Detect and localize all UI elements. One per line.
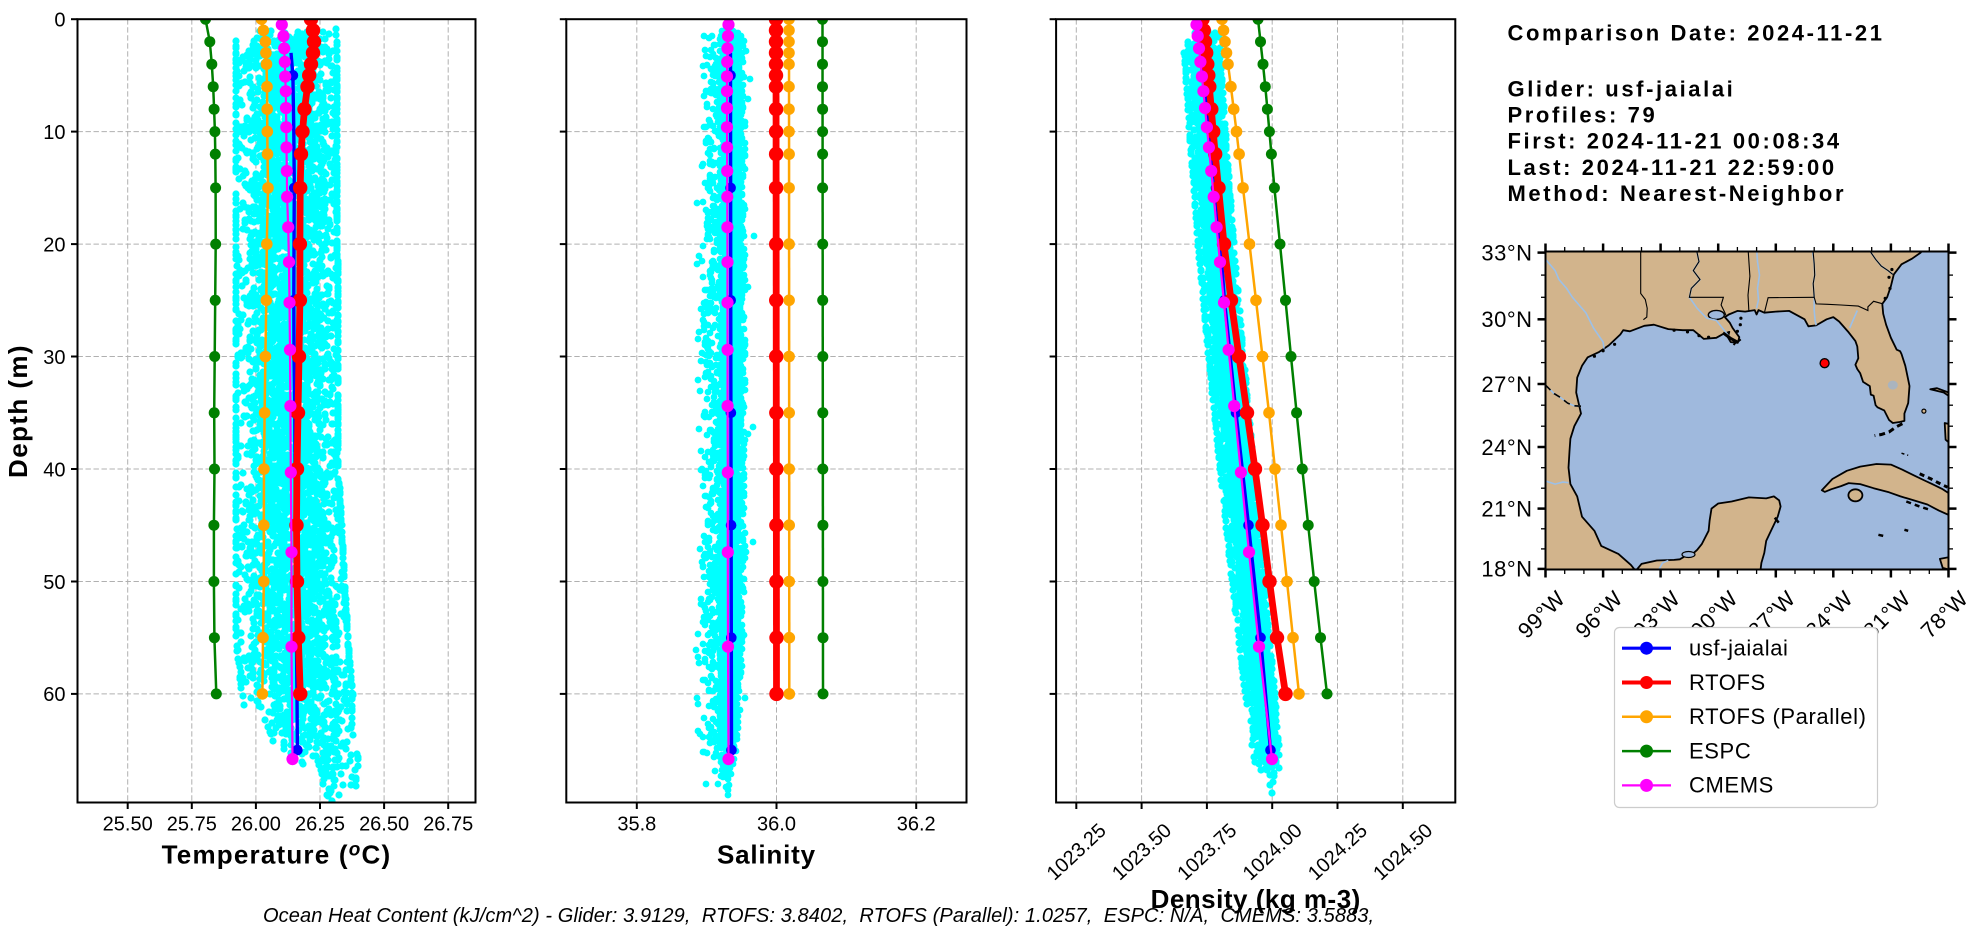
- svg-text:30°N: 30°N: [1481, 307, 1532, 332]
- svg-text:50: 50: [43, 572, 65, 594]
- svg-text:Last: 2024-11-21 22:59:00: Last: 2024-11-21 22:59:00: [1508, 155, 1837, 180]
- svg-text:25.50: 25.50: [103, 814, 153, 836]
- svg-text:26.25: 26.25: [295, 814, 345, 836]
- svg-text:Salinity: Salinity: [717, 840, 816, 870]
- svg-text:30: 30: [43, 347, 65, 369]
- svg-text:CMEMS: CMEMS: [1689, 773, 1774, 798]
- svg-text:Depth (m): Depth (m): [3, 344, 33, 478]
- svg-text:27°N: 27°N: [1481, 372, 1532, 397]
- svg-text:Ocean Heat Content (kJ/cm^2) -: Ocean Heat Content (kJ/cm^2) - Glider: 3…: [263, 905, 1374, 927]
- svg-text:18°N: 18°N: [1481, 557, 1532, 582]
- svg-text:Method: Nearest-Neighbor: Method: Nearest-Neighbor: [1508, 181, 1847, 206]
- svg-text:ESPC: ESPC: [1689, 738, 1751, 763]
- svg-text:33°N: 33°N: [1481, 240, 1532, 265]
- svg-text:36.2: 36.2: [897, 814, 936, 836]
- svg-text:26.00: 26.00: [231, 814, 281, 836]
- svg-text:26.75: 26.75: [423, 814, 473, 836]
- svg-text:RTOFS: RTOFS: [1689, 670, 1766, 695]
- svg-text:25.75: 25.75: [167, 814, 217, 836]
- svg-text:26.50: 26.50: [359, 814, 409, 836]
- svg-text:RTOFS (Parallel): RTOFS (Parallel): [1689, 704, 1867, 729]
- svg-text:10: 10: [43, 122, 65, 144]
- svg-text:21°N: 21°N: [1481, 496, 1532, 521]
- svg-text:Density (kg m-3): Density (kg m-3): [1151, 884, 1361, 914]
- svg-text:40: 40: [43, 459, 65, 481]
- svg-text:Profiles: 79: Profiles: 79: [1508, 103, 1658, 128]
- svg-text:0: 0: [54, 10, 65, 32]
- svg-text:24°N: 24°N: [1481, 435, 1532, 460]
- svg-text:36.0: 36.0: [757, 814, 796, 836]
- svg-text:usf-jaialai: usf-jaialai: [1689, 636, 1789, 661]
- svg-text:First: 2024-11-21 00:08:34: First: 2024-11-21 00:08:34: [1508, 129, 1842, 154]
- svg-text:20: 20: [43, 234, 65, 256]
- svg-text:35.8: 35.8: [617, 814, 656, 836]
- svg-text:Comparison Date: 2024-11-21: Comparison Date: 2024-11-21: [1508, 21, 1885, 46]
- svg-text:Glider: usf-jaialai: Glider: usf-jaialai: [1508, 76, 1736, 101]
- svg-text:60: 60: [43, 684, 65, 706]
